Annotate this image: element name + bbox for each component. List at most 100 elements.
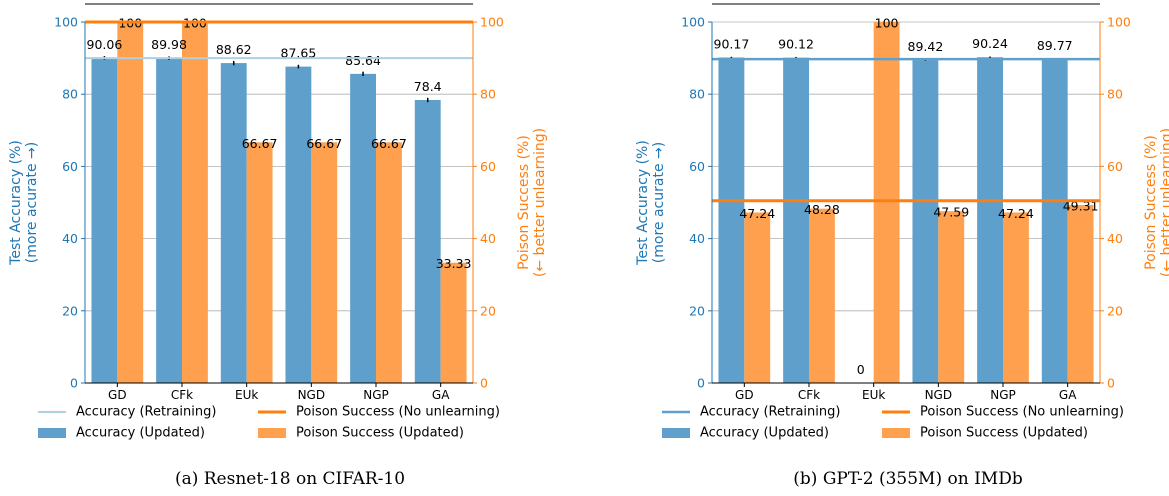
bar-poison-CFk <box>182 22 208 383</box>
legend-label-poison-updated: Poison Success (Updated) <box>296 426 464 441</box>
data-label-accuracy-GA: 89.77 <box>1037 38 1073 53</box>
bar-accuracy-GD <box>718 57 745 384</box>
y-left-tick-label: 20 <box>689 303 705 318</box>
bar-poison-GA <box>1067 204 1094 383</box>
legend-swatch-accuracy-updated <box>38 428 66 438</box>
y-left-axis-label: Test Accuracy (%) <box>635 140 651 266</box>
data-label-poison-GA: 49.31 <box>1063 198 1099 213</box>
data-label-poison-EUk: 66.67 <box>242 136 278 151</box>
x-tick-label-GD: GD <box>735 388 754 402</box>
data-label-poison-CFk: 48.28 <box>804 202 840 217</box>
y-left-tick-label: 40 <box>62 231 78 246</box>
bar-accuracy-NGD <box>285 66 312 383</box>
legend-label-retraining: Accuracy (Retraining) <box>76 405 216 420</box>
bar-poison-NGD <box>311 142 338 383</box>
figure-caption: (b) GPT-2 (355M) on IMDb <box>793 469 1023 489</box>
chart-panel-2: 90.17 47.24 GD 90.12 48.28 CFk 0 100 EUk 89.42 47.… <box>635 3 1169 489</box>
legend: Accuracy (Retraining) Poison Success (No … <box>38 405 500 441</box>
data-label-poison-NGP: 47.24 <box>998 206 1034 221</box>
y-right-tick-label: 60 <box>1107 159 1123 174</box>
data-label-accuracy-CFk: 89.98 <box>151 37 187 52</box>
y-left-axis-label: Test Accuracy (%) <box>8 140 24 266</box>
data-label-accuracy-NGP: 85.64 <box>345 53 381 68</box>
x-tick-label-GD: GD <box>108 388 127 402</box>
y-right-axis-label: Poison Success (%) <box>516 135 532 270</box>
figure-caption: (a) Resnet-18 on CIFAR-10 <box>175 469 405 489</box>
bar-poison-EUk <box>873 22 900 383</box>
x-tick-label-GA: GA <box>432 388 450 402</box>
legend-swatch-poison-updated <box>258 428 286 438</box>
data-label-poison-EUk: 100 <box>875 16 899 31</box>
data-label-accuracy-EUk: 88.62 <box>216 42 252 57</box>
data-label-poison-GA: 33.33 <box>436 256 472 271</box>
data-label-accuracy-GD: 90.17 <box>714 36 750 51</box>
bar-accuracy-EUk <box>220 63 247 384</box>
legend-label-no-unlearning: Poison Success (No unlearning) <box>296 405 500 420</box>
legend-swatch-accuracy-updated <box>662 428 690 438</box>
bar-accuracy-CFk <box>783 57 809 383</box>
data-label-accuracy-EUk: 0 <box>857 362 865 377</box>
legend-label-accuracy-updated: Accuracy (Updated) <box>700 426 829 441</box>
data-label-poison-NGD: 47.59 <box>933 205 969 220</box>
y-left-tick-label: 60 <box>689 159 705 174</box>
y-left-tick-label: 80 <box>689 87 705 102</box>
y-right-tick-label: 40 <box>1107 231 1123 246</box>
data-label-accuracy-CFk: 90.12 <box>778 37 814 52</box>
y-left-axis-label-sub: (more acurate →) <box>24 142 40 263</box>
bar-poison-CFk <box>809 208 835 383</box>
y-left-axis-label-sub: (more acurate →) <box>651 142 667 263</box>
y-right-tick-label: 0 <box>480 376 488 391</box>
y-right-tick-label: 40 <box>480 231 496 246</box>
data-label-accuracy-NGP: 90.24 <box>972 36 1008 51</box>
y-left-tick-label: 60 <box>62 159 78 174</box>
y-right-tick-label: 60 <box>480 159 496 174</box>
bar-poison-GD <box>117 22 144 383</box>
bar-poison-NGP <box>376 142 402 383</box>
y-right-tick-label: 80 <box>1107 87 1123 102</box>
y-right-tick-label: 100 <box>1107 15 1131 30</box>
data-label-accuracy-GA: 78.4 <box>414 79 442 94</box>
y-left-tick-label: 80 <box>62 87 78 102</box>
y-right-axis-label-sub: (← better unlearning) <box>532 128 548 277</box>
y-left-tick-label: 0 <box>70 376 78 391</box>
legend-label-no-unlearning: Poison Success (No unlearning) <box>920 405 1124 420</box>
y-left-tick-label: 40 <box>689 231 705 246</box>
y-right-tick-label: 0 <box>1107 376 1115 391</box>
x-tick-label-NGD: NGD <box>925 388 953 402</box>
x-tick-label-EUk: EUk <box>862 388 885 402</box>
bar-poison-GA <box>440 262 467 383</box>
legend-label-retraining: Accuracy (Retraining) <box>700 405 840 420</box>
chart-panel-1: 90.06 100 GD 89.98 100 CFk 88.62 66.67 EUk 87.65 6… <box>8 3 548 489</box>
x-tick-label-GA: GA <box>1059 388 1077 402</box>
bar-accuracy-NGP <box>350 73 376 383</box>
data-label-poison-GD: 47.24 <box>739 206 775 221</box>
data-label-accuracy-NGD: 89.42 <box>908 39 944 54</box>
legend-label-accuracy-updated: Accuracy (Updated) <box>76 426 205 441</box>
bar-poison-EUk <box>246 142 273 383</box>
x-tick-label-NGP: NGP <box>990 388 1016 402</box>
legend: Accuracy (Retraining) Poison Success (No … <box>662 405 1124 441</box>
y-left-tick-label: 0 <box>697 376 705 391</box>
y-right-tick-label: 80 <box>480 87 496 102</box>
x-tick-label-EUk: EUk <box>235 388 258 402</box>
x-tick-label-NGP: NGP <box>363 388 389 402</box>
data-label-accuracy-GD: 90.06 <box>87 37 123 52</box>
y-right-axis-label-sub: (← better unlearning) <box>1159 128 1169 277</box>
x-tick-label-CFk: CFk <box>171 388 193 402</box>
data-label-poison-NGP: 66.67 <box>371 136 407 151</box>
y-right-tick-label: 20 <box>480 303 496 318</box>
bar-accuracy-NGD <box>912 60 939 384</box>
bar-poison-GD <box>744 212 771 383</box>
bar-accuracy-GA <box>1041 58 1068 384</box>
data-label-accuracy-NGD: 87.65 <box>281 46 317 61</box>
y-right-tick-label: 20 <box>1107 303 1123 318</box>
bar-poison-NGP <box>1003 212 1029 383</box>
bar-accuracy-GD <box>91 57 118 384</box>
data-label-poison-NGD: 66.67 <box>306 136 342 151</box>
bar-accuracy-NGP <box>977 57 1003 383</box>
y-left-tick-label: 100 <box>54 15 78 30</box>
bar-accuracy-GA <box>414 99 441 383</box>
bar-accuracy-CFk <box>156 58 182 383</box>
legend-label-poison-updated: Poison Success (Updated) <box>920 426 1088 441</box>
